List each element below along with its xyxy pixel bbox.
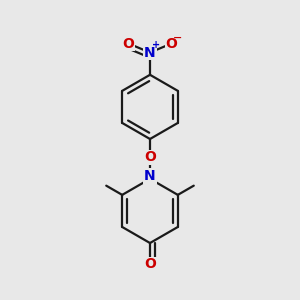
Text: O: O [144,150,156,164]
Text: O: O [166,37,177,51]
Text: N: N [144,169,156,183]
Text: N: N [144,46,156,59]
Text: +: + [152,40,160,50]
Text: O: O [123,37,134,51]
Text: O: O [144,257,156,272]
Text: −: − [173,33,182,43]
